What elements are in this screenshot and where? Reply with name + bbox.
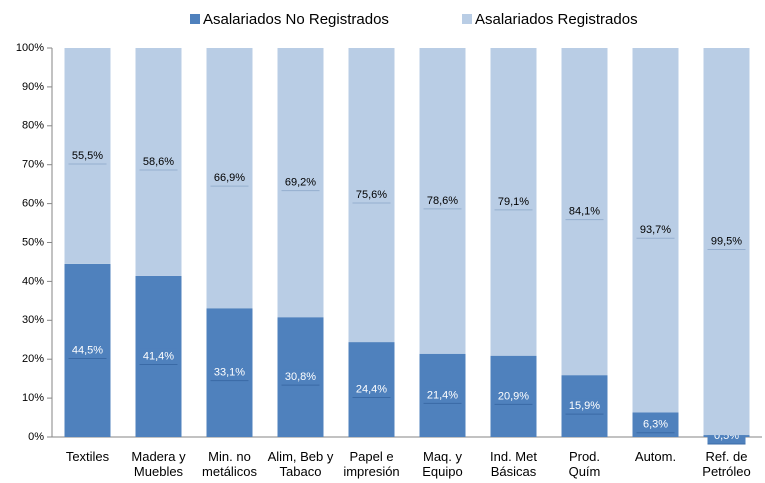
- data-label: 20,9%: [498, 390, 529, 402]
- y-tick-label: 100%: [16, 42, 44, 54]
- data-label-box: [139, 348, 178, 365]
- data-label-box: [494, 193, 533, 210]
- data-label-box: [636, 416, 675, 433]
- y-tick-label: 40%: [22, 275, 44, 287]
- legend-text: Asalariados No Registrados: [203, 11, 389, 28]
- x-tick-label: Ref. de Petróleo: [702, 449, 751, 479]
- data-label: 44,5%: [72, 344, 103, 356]
- y-tick-label: 70%: [22, 159, 44, 171]
- data-label: 41,4%: [143, 350, 174, 362]
- y-tick-label: 50%: [22, 236, 44, 248]
- data-label: 84,1%: [569, 205, 600, 217]
- data-label-box: [565, 398, 604, 415]
- y-tick-label: 20%: [22, 353, 44, 365]
- x-tick-label: Maq. y Equipo: [422, 449, 463, 479]
- data-label: 30,8%: [285, 371, 316, 383]
- x-tick-label: Madera y Muebles: [131, 449, 186, 479]
- data-label: 24,4%: [356, 383, 387, 395]
- data-label-box: [494, 388, 533, 405]
- x-tick-label: Min. no metálicos: [202, 449, 257, 479]
- data-label-box: [423, 192, 462, 209]
- y-tick-label: 10%: [22, 392, 44, 404]
- y-tick-label: 60%: [22, 198, 44, 210]
- data-label-box: [281, 369, 320, 386]
- data-label-box: [210, 364, 249, 381]
- x-tick-label: Alim, Beb y Tabaco: [267, 449, 334, 479]
- y-tick-label: 30%: [22, 314, 44, 326]
- data-label: 58,6%: [143, 156, 174, 168]
- data-label: 75,6%: [356, 189, 387, 201]
- data-label-box: [636, 222, 675, 239]
- data-label-box: [352, 381, 391, 398]
- data-label: 6,3%: [643, 419, 668, 431]
- data-label-box: [423, 387, 462, 404]
- legend-swatch: [462, 14, 472, 24]
- y-tick-label: 80%: [22, 120, 44, 132]
- data-label: 93,7%: [640, 224, 671, 236]
- data-label: 15,9%: [569, 400, 600, 412]
- x-tick-label: Prod. Quím: [568, 449, 601, 479]
- data-label-box: [281, 174, 320, 191]
- legend-text: Asalariados Registrados: [475, 11, 638, 28]
- data-label-box: [139, 153, 178, 170]
- data-label-box: [707, 233, 746, 250]
- data-label: 55,5%: [72, 150, 103, 162]
- data-label-box: [68, 342, 107, 359]
- data-label-box: [210, 170, 249, 187]
- x-tick-label: Papel e impresión: [343, 449, 400, 479]
- y-tick-label: 0%: [28, 431, 44, 443]
- data-label: 79,1%: [498, 196, 529, 208]
- data-label-box: [352, 187, 391, 204]
- x-tick-label: Autom.: [634, 449, 677, 464]
- data-label: 99,5%: [711, 235, 742, 247]
- data-label: 21,4%: [427, 389, 458, 401]
- x-tick-label: Ind. Met Básicas: [490, 449, 537, 479]
- legend-swatch: [190, 14, 200, 24]
- data-label: 69,2%: [285, 177, 316, 189]
- x-tick-label: Textiles: [65, 449, 110, 464]
- data-label: 66,9%: [214, 172, 245, 184]
- data-label: 33,1%: [214, 367, 245, 379]
- y-tick-label: 90%: [22, 81, 44, 93]
- data-label: 78,6%: [427, 195, 458, 207]
- data-label-box: [565, 203, 604, 220]
- data-label-box: [68, 147, 107, 164]
